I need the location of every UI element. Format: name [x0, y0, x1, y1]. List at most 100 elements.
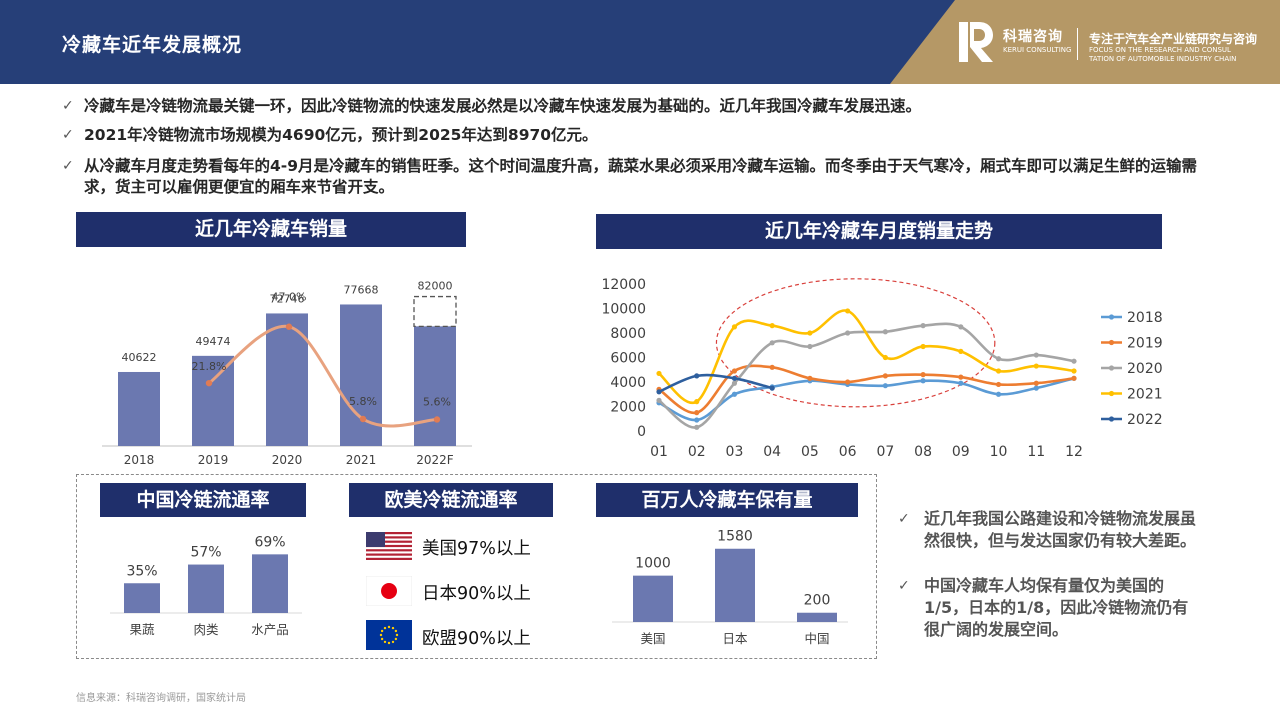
bullet-text: 2021年冷链物流市场规模为4690亿元，预计到2025年达到8970亿元。 [84, 126, 598, 144]
series-point-2018 [694, 417, 700, 423]
x-tick-label: 2019 [198, 453, 229, 467]
check-icon: ✓ [62, 127, 74, 143]
forecast-bar-dashed [413, 295, 457, 327]
source-note: 信息来源：科瑞咨询调研，国家统计局 [76, 693, 246, 704]
series-point-2020 [882, 329, 888, 335]
growth-rate-point [205, 379, 213, 387]
right-note-2: ✓ 中国冷藏车人均保有量仅为美国的1/5，日本的1/8，因此冷链物流仍有很广阔的… [898, 575, 1198, 641]
bar [188, 564, 224, 613]
legend-label: 2019 [1127, 336, 1163, 352]
western-circulation-title: 欧美冷链流通率 [349, 483, 553, 517]
x-tick-label: 肉类 [193, 622, 219, 637]
series-point-2021 [656, 370, 662, 377]
logo-name: 科瑞咨询 [1003, 29, 1063, 45]
series-point-2022 [694, 373, 700, 379]
legend-marker-2022 [1108, 416, 1115, 422]
series-point-2019 [769, 364, 775, 370]
bar [340, 304, 382, 446]
bar-value-label: 1000 [635, 556, 671, 572]
series-point-2018 [995, 391, 1002, 397]
right-note-1: ✓ 近几年我国公路建设和冷链物流发展虽然很快，但与发达国家仍有较大差距。 [898, 508, 1198, 552]
bar [633, 575, 673, 622]
bar [252, 554, 288, 613]
x-tick-label: 02 [688, 444, 706, 460]
bar [715, 548, 755, 622]
legend-marker-2019 [1108, 339, 1115, 346]
y-tick-label: 0 [637, 424, 646, 440]
kerui-logo-icon [959, 22, 993, 62]
growth-rate-label: 5.8% [349, 395, 377, 408]
x-tick-label: 2022F [416, 453, 454, 467]
series-point-2020 [1033, 352, 1039, 358]
monthly-sales-title: 近几年冷藏车月度销量走势 [596, 214, 1162, 249]
growth-rate-label: 47.0% [272, 291, 307, 304]
check-icon: ✓ [898, 511, 910, 527]
series-point-2019 [731, 368, 738, 374]
x-tick-label: 2020 [272, 453, 303, 467]
japan-flag-icon [366, 576, 412, 606]
y-tick-label: 12000 [601, 277, 646, 293]
series-point-2018 [882, 383, 888, 389]
bar-value-label: 57% [190, 545, 221, 561]
bar-value-label: 69% [254, 534, 285, 550]
growth-rate-label: 5.6% [423, 395, 451, 408]
x-tick-label: 果蔬 [129, 622, 155, 637]
y-tick-label: 10000 [601, 302, 646, 318]
series-point-2020 [995, 356, 1002, 362]
us-flag-icon [366, 532, 412, 560]
bar [797, 612, 837, 622]
page-title: 冷藏车近年发展概况 [62, 34, 243, 56]
series-point-2019 [958, 374, 964, 380]
series-point-2020 [769, 340, 775, 346]
bullet-2: ✓ 2021年冷链物流市场规模为4690亿元，预计到2025年达到8970亿元。 [62, 125, 1227, 146]
series-point-2020 [1071, 358, 1077, 364]
y-tick-label: 4000 [610, 375, 646, 391]
x-tick-label: 2018 [124, 453, 155, 467]
series-point-2020 [731, 380, 738, 386]
growth-rate-line [208, 324, 438, 428]
legend-marker-2020 [1108, 365, 1115, 371]
x-tick-label: 2021 [346, 453, 377, 467]
x-tick-label: 12 [1065, 444, 1083, 460]
series-point-2019 [807, 375, 813, 381]
bar [192, 355, 234, 446]
ownership-chart: 1000 美国 1580 日本 200 中国 [612, 529, 848, 646]
series-point-2021 [958, 348, 964, 354]
x-tick-label: 水产品 [251, 622, 289, 637]
legend-label: 2018 [1127, 310, 1163, 326]
growth-rate-point [433, 416, 441, 423]
x-tick-label: 中国 [804, 631, 829, 646]
series-point-2021 [694, 399, 700, 405]
china-circulation-title: 中国冷链流通率 [100, 483, 306, 517]
legend-label: 2022 [1127, 412, 1163, 428]
series-point-2019 [920, 372, 926, 378]
x-tick-label: 05 [801, 444, 819, 460]
series-point-2020 [807, 343, 813, 350]
series-point-2021 [1033, 363, 1039, 369]
right-note-text: 近几年我国公路建设和冷链物流发展虽然很快，但与发达国家仍有较大差距。 [924, 509, 1197, 550]
series-point-2019 [1071, 375, 1077, 381]
growth-rate-point [285, 323, 293, 330]
x-tick-label: 04 [763, 444, 781, 460]
series-point-2021 [995, 368, 1002, 374]
x-tick-label: 11 [1027, 444, 1045, 460]
series-point-2018 [920, 378, 926, 384]
y-tick-label: 2000 [610, 400, 646, 416]
logo-subtitle: KERUI CONSULTING [1003, 46, 1072, 54]
series-point-2022 [731, 375, 738, 381]
logo-divider [1077, 28, 1078, 60]
legend-label: 2020 [1127, 361, 1163, 377]
legend-marker-2018 [1108, 314, 1115, 320]
series-point-2022 [769, 385, 775, 391]
annual-sales-chart: 40622 2018 49474 2019 72746 2020 77668 2021 8200… [102, 280, 472, 467]
tagline-english-line-2: TATION OF AUTOMOBILE INDUSTRY CHAIN [1089, 55, 1237, 63]
series-point-2019 [882, 373, 888, 379]
series-point-2021 [882, 354, 888, 361]
series-point-2018 [731, 391, 738, 397]
japan-circulation-label: 日本90%以上 [422, 584, 531, 604]
legend-label: 2021 [1127, 387, 1163, 403]
peak-season-highlight [715, 278, 996, 408]
x-tick-label: 10 [990, 444, 1008, 460]
x-tick-label: 01 [650, 444, 668, 460]
series-point-2021 [845, 308, 851, 314]
